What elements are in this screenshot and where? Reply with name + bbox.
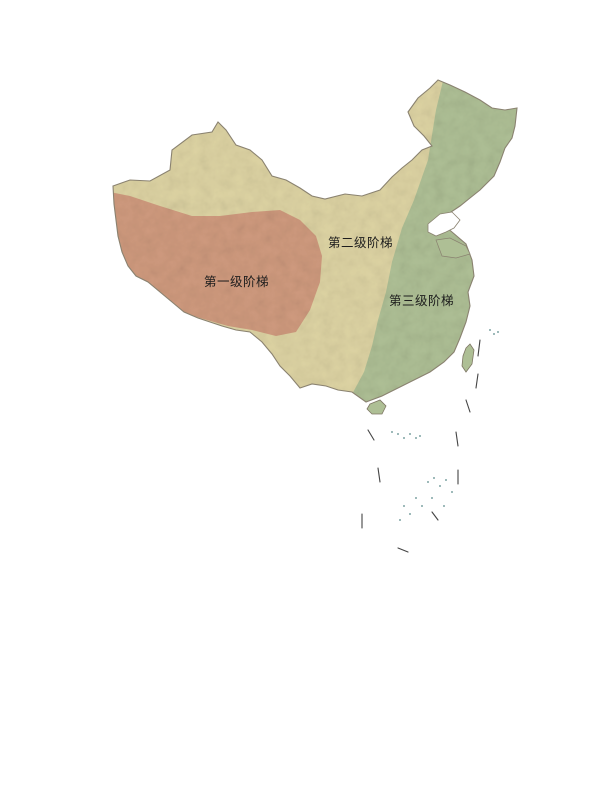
step3-label: 第三级阶梯 <box>389 293 455 308</box>
hainan-island <box>366 399 387 415</box>
step2-label: 第二级阶梯 <box>328 235 394 250</box>
bohai-sea <box>427 211 461 237</box>
south-sea-boundary <box>361 339 481 553</box>
shandong-peninsula <box>435 237 471 259</box>
region-step1 <box>113 190 322 336</box>
south-sea-islands <box>391 329 499 521</box>
step1-label: 第一级阶梯 <box>204 274 270 289</box>
taiwan-island <box>461 343 475 373</box>
